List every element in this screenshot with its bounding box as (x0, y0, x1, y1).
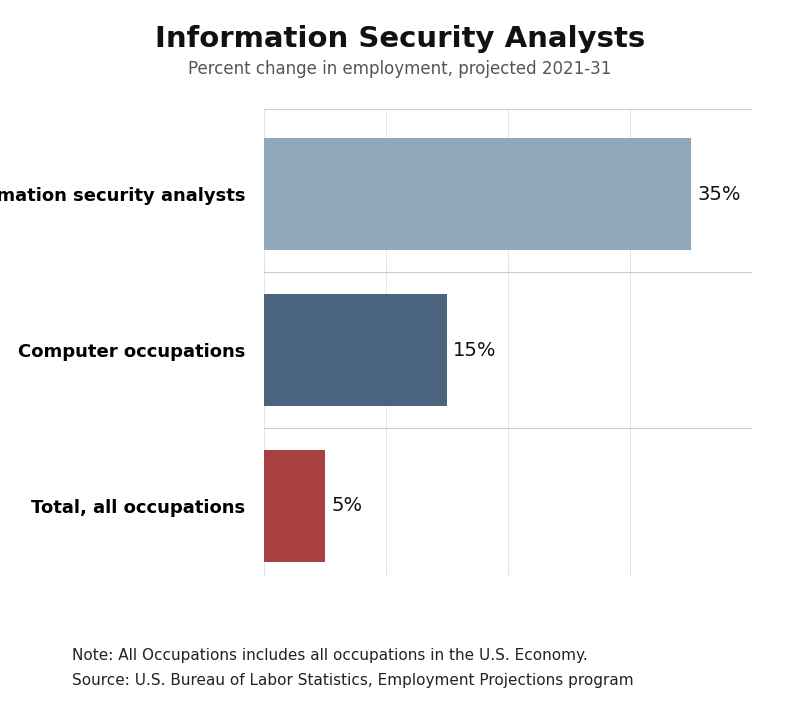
Text: 5%: 5% (331, 496, 362, 515)
Text: Source: U.S. Bureau of Labor Statistics, Employment Projections program: Source: U.S. Bureau of Labor Statistics,… (72, 673, 634, 688)
Bar (264, 294, 447, 406)
Text: Percent change in employment, projected 2021-31: Percent change in employment, projected … (188, 60, 612, 78)
Text: Note: All Occupations includes all occupations in the U.S. Economy.: Note: All Occupations includes all occup… (72, 649, 588, 663)
Bar (264, 138, 691, 251)
Text: 35%: 35% (697, 185, 741, 204)
Text: 15%: 15% (453, 340, 497, 359)
Bar (264, 449, 325, 562)
Text: Information Security Analysts: Information Security Analysts (155, 25, 645, 53)
